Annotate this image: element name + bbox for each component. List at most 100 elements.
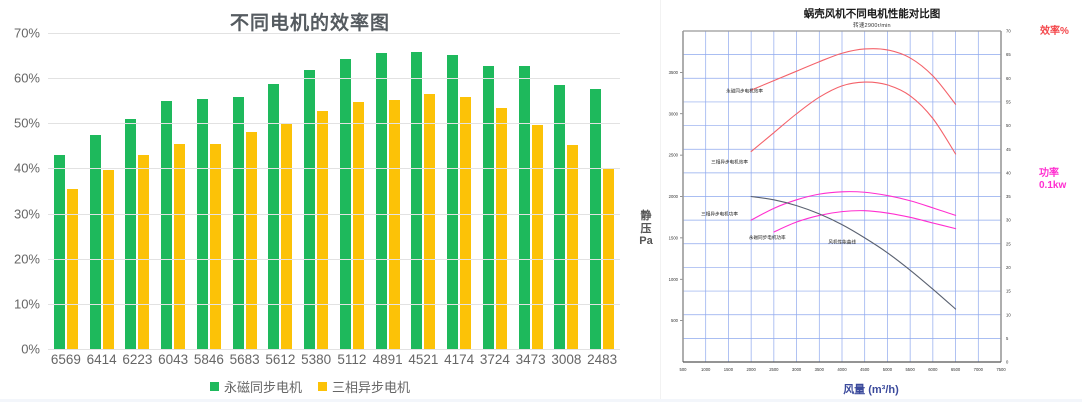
bar[interactable] — [339, 58, 351, 349]
bar-chart-x-tick-label: 3008 — [551, 352, 582, 367]
bar-group[interactable] — [370, 33, 406, 349]
curve-chart-svg: 500 1000 1500 2000 2500 3000 3500 4000 4500 5000 5… — [669, 29, 1012, 372]
bar[interactable] — [411, 51, 423, 349]
bar[interactable] — [317, 110, 329, 349]
curve-x-tick-label: 7000 — [974, 367, 984, 372]
bar[interactable] — [518, 65, 530, 349]
bar[interactable] — [304, 69, 316, 349]
bar-chart-x-tick-label: 4891 — [372, 352, 403, 367]
bar[interactable] — [245, 131, 257, 349]
bar[interactable] — [174, 144, 186, 349]
bar[interactable] — [554, 85, 566, 349]
curve-x-tick-label: 1000 — [701, 367, 711, 372]
bar[interactable] — [531, 125, 543, 349]
bar-group[interactable] — [406, 33, 442, 349]
bar[interactable] — [424, 94, 436, 349]
curve-right-tick-label: 45 — [1006, 147, 1011, 152]
bar[interactable] — [482, 65, 494, 349]
curve-line-永磁同步电机效率 — [750, 48, 957, 105]
bar-group[interactable] — [48, 33, 84, 349]
bar-group[interactable] — [549, 33, 585, 349]
bar[interactable] — [232, 96, 244, 349]
bar[interactable] — [196, 98, 208, 349]
bar-chart-x-tick-label: 3724 — [479, 352, 510, 367]
bar-chart-legend: 永磁同步电机 三相异步电机 — [0, 377, 620, 396]
bar[interactable] — [352, 101, 364, 349]
bar-group[interactable] — [334, 33, 370, 349]
curve-right-tick-label: 30 — [1006, 218, 1011, 223]
bar-group[interactable] — [584, 33, 620, 349]
curve-x-tick-label: 6000 — [928, 367, 938, 372]
curve-x-tick-label: 4500 — [860, 367, 870, 372]
bar-group[interactable] — [84, 33, 120, 349]
bar[interactable] — [460, 97, 472, 349]
curve-right-tick-label: 10 — [1006, 312, 1011, 317]
bar-chart-gridline — [48, 258, 620, 260]
bar-chart-x-tick-label: 6414 — [86, 352, 117, 367]
curve-right-tick-label: 60 — [1006, 76, 1011, 81]
bar-chart-y-tick-label: 20% — [13, 251, 40, 267]
bar[interactable] — [161, 100, 173, 349]
bar[interactable] — [447, 55, 459, 349]
bar-group[interactable] — [227, 33, 263, 349]
curve-left-tick-label: 2500 — [669, 153, 679, 158]
bar-chart-x-tick-label: 3473 — [515, 352, 546, 367]
bar-chart-y-tick-label: 40% — [13, 160, 40, 176]
bar[interactable] — [138, 154, 150, 349]
bar[interactable] — [66, 188, 78, 349]
legend-item[interactable]: 三相异步电机 — [318, 377, 410, 396]
bar-chart-gridline — [48, 349, 620, 350]
curve-right-tick-label: 55 — [1006, 100, 1011, 105]
bar-group[interactable] — [441, 33, 477, 349]
legend-label: 永磁同步电机 — [223, 380, 302, 395]
curve-annotation: 三相异步电机效率 — [711, 158, 748, 165]
bar-group[interactable] — [263, 33, 299, 349]
bar[interactable] — [89, 134, 101, 349]
curve-x-tick-label: 5500 — [905, 367, 915, 372]
bar-chart-y-tick-label: 10% — [13, 296, 40, 312]
curve-x-tick-label: 4000 — [837, 367, 847, 372]
curve-right-tick-label: 70 — [1006, 29, 1011, 34]
axis-label-line-3: Pa — [639, 235, 653, 248]
bar[interactable] — [590, 88, 602, 349]
bar-group[interactable] — [513, 33, 549, 349]
bar-chart-x-tick-label: 2483 — [587, 352, 618, 367]
bar-group[interactable] — [120, 33, 156, 349]
legend-swatch-icon — [209, 382, 219, 391]
bar-chart-gridline — [48, 123, 620, 125]
bar-group[interactable] — [298, 33, 334, 349]
curve-left-tick-label: 3500 — [669, 70, 679, 75]
static-pressure-axis-label: 静 压 Pa — [637, 210, 655, 248]
curve-right-tick-label: 15 — [1006, 289, 1011, 294]
bar-chart-y-tick-label: 0% — [21, 341, 40, 357]
legend-label: 三相异步电机 — [332, 380, 411, 395]
curve-right-tick-label: 25 — [1006, 241, 1011, 246]
bar[interactable] — [603, 167, 615, 349]
bar-group[interactable] — [155, 33, 191, 349]
bar-chart-x-tick-label: 6223 — [122, 352, 153, 367]
curve-annotation: 三相异步电机功率 — [701, 210, 738, 217]
bar-chart-y-tick-label: 50% — [13, 115, 40, 131]
bar-chart-plot-area: 0% 10% 20% 30% 40% 50% 60% 70% — [14, 26, 620, 357]
bar-chart-x-tick-label: 5683 — [229, 352, 260, 367]
bar[interactable] — [375, 52, 387, 349]
bar[interactable] — [268, 83, 280, 349]
legend-swatch-icon — [318, 382, 327, 391]
bar[interactable] — [495, 107, 507, 349]
bar[interactable] — [209, 144, 221, 349]
bar[interactable] — [281, 122, 293, 349]
legend-item[interactable]: 永磁同步电机 — [209, 377, 302, 396]
bar[interactable] — [388, 100, 400, 349]
bar[interactable] — [125, 118, 137, 349]
bar-chart-y-tick-label: 30% — [13, 206, 40, 222]
curve-left-tick-label: 500 — [671, 318, 679, 323]
bar[interactable] — [567, 144, 579, 349]
bar-group[interactable] — [477, 33, 513, 349]
axis-label-line-1: 静 — [640, 210, 652, 222]
power-axis-caption: 功率 0.1kw — [1039, 168, 1066, 192]
bar-chart-gridline — [48, 168, 620, 170]
curve-chart-x-axis-title: 风量 (m³/h) — [843, 384, 899, 396]
bar[interactable] — [53, 154, 65, 349]
bar-group[interactable] — [191, 33, 227, 349]
